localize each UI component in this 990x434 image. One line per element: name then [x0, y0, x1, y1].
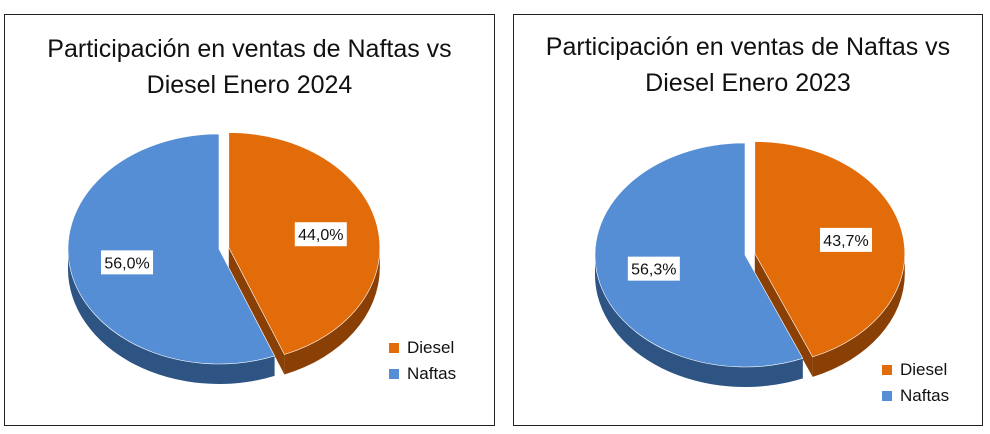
- legend: Diesel Naftas: [882, 357, 949, 409]
- legend-swatch-naftas: [882, 391, 892, 401]
- legend-item-naftas: Naftas: [882, 383, 949, 409]
- legend-swatch-diesel: [389, 343, 399, 353]
- legend-swatch-naftas: [389, 369, 399, 379]
- legend-label-diesel: Diesel: [407, 338, 455, 357]
- pie-chart-2024: 44,0% 56,0%: [67, 132, 381, 384]
- legend-label-naftas: Naftas: [407, 364, 457, 383]
- legend-item-diesel: Diesel: [882, 357, 949, 383]
- data-label-naftas: 56,3%: [631, 262, 676, 279]
- pie-slice-naftas: [594, 142, 804, 368]
- chart-title-line-2: Diesel Enero 2024: [146, 71, 353, 99]
- legend: Diesel Naftas: [389, 335, 456, 387]
- data-label-diesel: 43,7%: [823, 233, 868, 250]
- legend-item-naftas: Naftas: [389, 361, 456, 387]
- data-label-diesel: 44,0%: [298, 227, 343, 244]
- data-label-box-diesel: [294, 222, 347, 247]
- data-label-box-naftas: [101, 250, 154, 275]
- chart-title-line-1: Participación en ventas de Naftas vs: [545, 33, 951, 61]
- legend-item-diesel: Diesel: [389, 335, 456, 361]
- data-label-box-diesel: [819, 227, 872, 252]
- data-label-box-naftas: [627, 256, 680, 281]
- chart-title: Participación en ventas de Naftas vs Die…: [5, 31, 494, 103]
- data-label-naftas: 56,0%: [104, 255, 149, 272]
- pie-side-naftas: [68, 249, 275, 384]
- pie-chart-2023: 43,7% 56,3%: [594, 141, 906, 388]
- pie-cut-face-diesel: [228, 247, 285, 375]
- pie-side-diesel: [812, 253, 905, 377]
- chart-title-line-2: Diesel Enero 2023: [645, 69, 851, 97]
- pie-side-naftas: [595, 255, 803, 388]
- pie-cut-face-diesel: [754, 253, 813, 377]
- chart-title-line-1: Participación en ventas de Naftas vs: [47, 35, 452, 63]
- pie-slice-naftas: [67, 133, 276, 365]
- chart-title: Participación en ventas de Naftas vs Die…: [514, 29, 982, 101]
- chart-panel-2024: Participación en ventas de Naftas vs Die…: [4, 14, 495, 426]
- legend-label-naftas: Naftas: [900, 386, 950, 405]
- chart-panel-2023: Participación en ventas de Naftas vs Die…: [513, 14, 983, 426]
- legend-swatch-diesel: [882, 365, 892, 375]
- pie-side-diesel: [284, 247, 380, 375]
- legend-label-diesel: Diesel: [900, 360, 948, 379]
